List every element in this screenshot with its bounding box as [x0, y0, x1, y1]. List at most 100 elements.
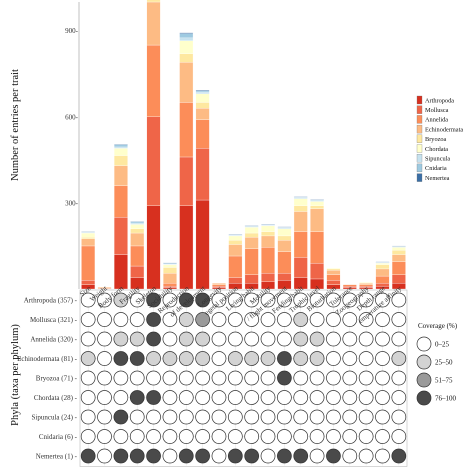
bar-chordata-13 — [293, 198, 308, 206]
bar-bryozoa-3 — [130, 228, 145, 234]
coverage-legend-label-2: 51–75 — [435, 377, 453, 385]
coverage-dot-5-12 — [277, 390, 292, 405]
coverage-dot-2-13 — [293, 331, 309, 347]
bar-nemertea-7 — [195, 89, 210, 92]
coverage-dot-7-6 — [178, 429, 194, 444]
coverage-dot-2-2 — [113, 331, 129, 347]
bar-annelida-9 — [228, 255, 243, 278]
bar-bryozoa-14 — [310, 205, 324, 209]
coverage-dot-6-15 — [326, 409, 341, 425]
coverage-dot-4-16 — [342, 370, 358, 386]
legend-label-chordata: Chordata — [425, 146, 448, 153]
legend-label-arthropoda: Arthropoda — [425, 97, 454, 104]
bar-chordata-18 — [375, 263, 390, 265]
coverage-dot-4-13 — [293, 370, 309, 386]
coverage-dot-0-9 — [227, 292, 243, 308]
coverage-dot-6-0 — [80, 409, 96, 425]
coverage-dot-5-4 — [146, 390, 161, 405]
bar-bryozoa-0 — [81, 237, 96, 239]
bar-bryozoa-13 — [293, 205, 308, 212]
coverage-dot-8-11 — [260, 448, 276, 464]
bar-chordata-7 — [195, 93, 210, 103]
coverage-dot-4-5 — [162, 370, 178, 386]
coverage-dot-6-1 — [97, 409, 112, 425]
coverage-dot-8-10 — [244, 448, 260, 464]
bar-nemertea-2 — [113, 143, 128, 145]
coverage-dot-0-18 — [375, 292, 390, 308]
coverage-dot-3-14 — [309, 351, 325, 366]
coverage-dot-matrix: Arthropoda (357) - Mollusca (321) - Anneli… — [17, 284, 408, 467]
coverage-dot-3-2 — [113, 351, 129, 366]
coverage-dot-5-5 — [162, 390, 178, 405]
coverage-dot-7-15 — [326, 429, 341, 444]
coverage-dot-2-12 — [277, 331, 292, 347]
bar-chordata-14 — [310, 201, 324, 206]
bar-echinodermata-6 — [179, 62, 194, 103]
phylum-label-0: Arthropoda (357) - — [24, 297, 78, 305]
coverage-dot-6-4 — [146, 409, 161, 425]
coverage-dot-6-6 — [178, 409, 194, 425]
coverage-dot-2-11 — [260, 331, 276, 347]
bar-echinodermata-7 — [195, 108, 210, 120]
coverage-dot-3-13 — [293, 351, 309, 366]
bar-arthropoda-6 — [179, 205, 194, 290]
coverage-dot-4-6 — [178, 370, 194, 386]
bar-echinodermata-11 — [261, 235, 275, 248]
y-tick-label-600: 600- — [65, 113, 79, 121]
phylum-label-5: Chordata (28) - — [34, 394, 78, 402]
coverage-dot-0-0 — [80, 292, 96, 308]
coverage-dot-7-2 — [113, 429, 129, 444]
bar-chordata-10 — [244, 227, 259, 234]
bar-sipuncula-3 — [130, 222, 145, 225]
bar-annelida-6 — [179, 102, 194, 158]
coverage-dot-1-13 — [293, 312, 309, 327]
bar-arthropoda-4 — [146, 205, 161, 290]
bar-nemertea-18 — [375, 261, 390, 263]
coverage-dot-4-8 — [211, 370, 227, 386]
bar-cnidaria-6 — [179, 33, 194, 39]
coverage-dot-1-16 — [342, 312, 358, 327]
coverage-dot-5-11 — [260, 390, 276, 405]
coverage-dot-0-1 — [97, 292, 112, 308]
coverage-dot-8-16 — [342, 448, 358, 464]
coverage-dot-7-12 — [277, 429, 292, 444]
coverage-dot-6-2 — [113, 409, 129, 425]
bar-chordata-12 — [277, 228, 292, 237]
bar-echinodermata-15 — [326, 270, 341, 275]
coverage-dot-1-1 — [97, 312, 112, 327]
bar-annelida-14 — [310, 231, 324, 264]
coverage-dot-0-14 — [309, 292, 325, 308]
bar-nemertea-9 — [228, 234, 243, 235]
legend-swatch-nemertea — [416, 173, 423, 182]
coverage-dot-0-16 — [342, 292, 358, 308]
phylum-label-4: Bryozoa (71) - — [36, 375, 78, 383]
coverage-dot-4-12 — [277, 370, 292, 386]
bar-nemertea-10 — [244, 225, 259, 227]
coverage-dot-1-9 — [227, 312, 243, 327]
coverage-legend-dot-1 — [416, 354, 432, 370]
coverage-dot-7-10 — [244, 429, 260, 444]
phylum-label-6: Sipuncula (24) - — [32, 414, 78, 422]
legend-swatch-cnidaria — [416, 163, 423, 173]
matrix-axis-title: Phyla (taxa per phylum) — [10, 324, 21, 426]
coverage-dot-5-9 — [227, 390, 243, 405]
bar-echinodermata-19 — [391, 254, 406, 262]
bar-annelida-10 — [244, 248, 259, 275]
bar-annelida-3 — [130, 245, 145, 267]
bar-echinodermata-0 — [81, 238, 96, 247]
coverage-dot-1-19 — [391, 312, 407, 327]
bar-bryozoa-7 — [195, 102, 210, 109]
coverage-dot-8-17 — [358, 448, 374, 464]
bar-chordata-2 — [113, 148, 128, 156]
bar-chordata-15 — [326, 267, 341, 270]
legend-label-bryozoa: Bryozoa — [425, 136, 447, 143]
coverage-dot-0-17 — [358, 292, 374, 308]
bar-nemertea-5 — [163, 262, 177, 264]
bar-mollusca-14 — [310, 263, 324, 280]
coverage-dot-5-2 — [113, 390, 129, 405]
bar-sipuncula-2 — [113, 146, 128, 149]
coverage-dot-2-1 — [97, 331, 112, 347]
coverage-dot-5-15 — [326, 390, 341, 405]
bar-mollusca-0 — [81, 280, 96, 285]
bar-bryozoa-10 — [244, 232, 259, 238]
